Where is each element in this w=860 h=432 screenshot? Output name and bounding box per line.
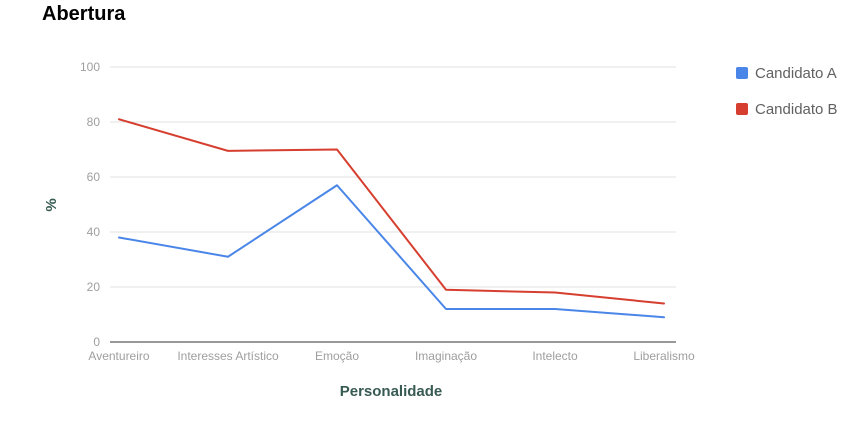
x-tick-label: Liberalismo <box>633 349 695 363</box>
x-axis-ticks: Aventureiro Interesses Artístico Emoção Ima… <box>88 349 695 363</box>
x-tick-label: Imaginação <box>415 349 477 363</box>
y-axis-ticks: 0 20 40 60 80 100 <box>80 60 100 349</box>
y-tick-label: 60 <box>87 170 101 184</box>
x-tick-label: Interesses Artístico <box>177 349 279 363</box>
y-tick-label: 20 <box>87 280 101 294</box>
legend-swatch <box>736 67 748 79</box>
series-line-b <box>118 118 665 305</box>
series-lines <box>118 118 665 319</box>
y-tick-label: 80 <box>87 115 101 129</box>
y-tick-label: 0 <box>93 335 100 349</box>
gridlines <box>110 66 676 343</box>
x-tick-label: Aventureiro <box>88 349 149 363</box>
x-tick-label: Intelecto <box>532 349 578 363</box>
legend-label: Candidato A <box>755 65 837 82</box>
legend-label: Candidato B <box>755 101 838 118</box>
legend-swatch <box>736 103 748 115</box>
x-axis-title: Personalidade <box>340 383 443 400</box>
y-tick-label: 100 <box>80 60 100 74</box>
y-axis-title: % <box>43 198 60 211</box>
series-line-a <box>118 184 665 319</box>
x-tick-label: Emoção <box>315 349 359 363</box>
y-tick-label: 40 <box>87 225 101 239</box>
legend: Candidato A Candidato B <box>736 65 838 118</box>
chart-title: Abertura <box>42 3 126 25</box>
